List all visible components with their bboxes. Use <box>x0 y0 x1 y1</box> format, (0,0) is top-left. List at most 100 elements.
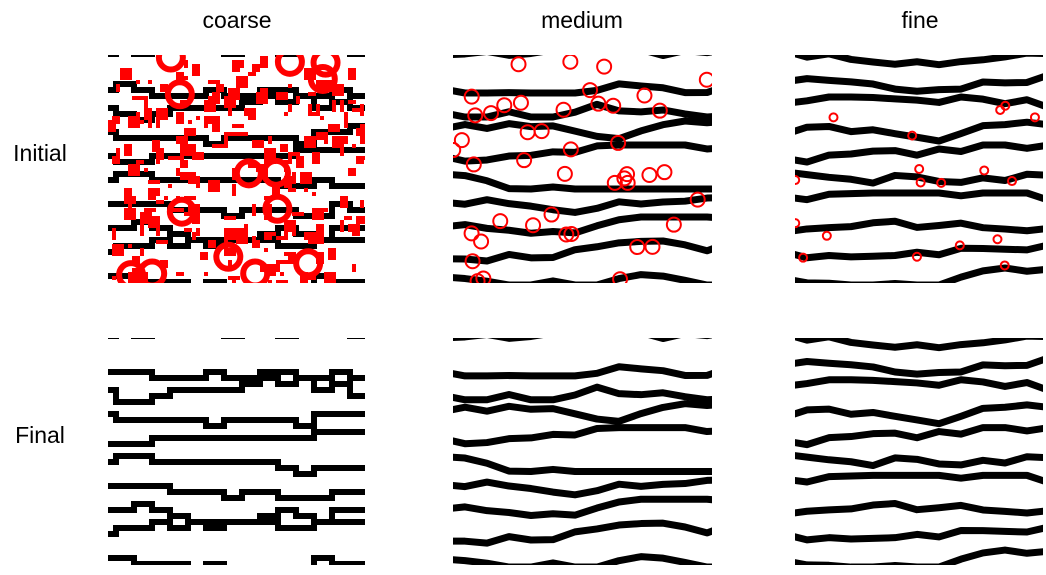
column-label: fine <box>901 7 938 33</box>
minutia-mark <box>280 272 284 276</box>
minutia-mark <box>156 240 168 244</box>
minutia-mark <box>296 156 304 168</box>
minutia-mark <box>256 92 268 104</box>
minutia-mark <box>112 156 120 164</box>
minutia-mark <box>188 120 192 124</box>
minutia-mark <box>204 272 208 276</box>
minutia-mark <box>264 148 276 156</box>
minutia-mark <box>124 196 136 204</box>
minutia-mark <box>228 276 240 280</box>
minutia-mark <box>144 216 148 220</box>
minutia-mark <box>276 236 288 240</box>
minutia-mark <box>284 252 288 256</box>
minutia-mark <box>348 168 356 176</box>
minutia-mark <box>312 152 320 164</box>
minutia-mark <box>176 136 188 144</box>
minutia-mark <box>136 80 140 84</box>
minutia-mark <box>156 148 164 160</box>
minutia-mark <box>232 124 244 128</box>
minutia-mark <box>288 152 300 156</box>
minutia-mark <box>260 88 268 92</box>
minutia-mark <box>284 112 288 116</box>
minutia-mark <box>124 208 136 220</box>
minutia-mark <box>348 68 356 80</box>
minutia-mark <box>292 172 296 184</box>
minutia-mark <box>116 148 120 156</box>
minutia-mark <box>348 100 356 104</box>
minutia-mark <box>232 60 240 72</box>
minutia-mark <box>148 216 156 224</box>
row-label: Final <box>15 422 65 448</box>
minutia-mark <box>264 232 272 240</box>
minutia-mark <box>288 156 292 164</box>
minutia-mark <box>324 136 328 144</box>
minutia-mark <box>316 224 320 228</box>
minutia-mark <box>228 132 240 136</box>
minutia-mark <box>176 168 180 176</box>
minutia-mark <box>288 104 292 112</box>
minutia-mark <box>228 108 232 116</box>
column-label: coarse <box>202 7 271 33</box>
minutia-mark <box>140 224 144 236</box>
minutia-mark <box>356 160 364 164</box>
minutia-mark <box>316 104 320 116</box>
minutia-mark <box>248 108 256 120</box>
minutia-mark <box>276 260 288 264</box>
minutia-mark <box>308 92 316 96</box>
minutia-mark <box>328 124 340 132</box>
minutia-mark <box>164 196 168 200</box>
minutia-mark <box>304 188 308 192</box>
minutia-mark <box>352 144 356 148</box>
minutia-mark <box>308 232 312 244</box>
minutia-mark <box>352 228 356 232</box>
minutia-mark <box>144 96 148 108</box>
minutia-mark <box>236 236 248 244</box>
minutia-mark <box>124 144 132 156</box>
minutia-mark <box>236 228 248 236</box>
minutia-mark <box>276 92 288 100</box>
minutia-mark <box>340 196 348 208</box>
minutia-mark <box>228 88 240 92</box>
minutia-mark <box>184 144 196 156</box>
minutia-mark <box>176 272 184 276</box>
row-label: Initial <box>13 140 67 166</box>
minutia-mark <box>208 240 216 248</box>
figure: coarse medium fine Initial Final <box>0 0 1046 570</box>
minutia-mark <box>344 116 348 128</box>
minutia-mark <box>208 116 220 124</box>
minutia-mark <box>352 264 356 272</box>
minutia-mark <box>188 176 196 184</box>
minutia-mark <box>184 128 196 136</box>
minutia-mark <box>184 228 192 232</box>
minutia-mark <box>128 244 132 248</box>
minutia-mark <box>360 104 364 116</box>
minutia-mark <box>296 96 300 104</box>
minutia-mark <box>208 180 220 192</box>
minutia-mark <box>332 100 336 112</box>
minutia-mark <box>320 116 324 120</box>
minutia-mark <box>308 104 312 112</box>
minutia-mark <box>140 248 144 256</box>
minutia-mark <box>312 208 324 220</box>
minutia-mark <box>208 80 220 84</box>
minutia-mark <box>272 232 276 236</box>
minutia-mark <box>252 204 256 216</box>
minutia-mark <box>192 232 196 240</box>
minutia-mark <box>132 96 144 100</box>
minutia-mark <box>112 228 116 240</box>
minutia-mark <box>232 184 236 196</box>
minutia-mark <box>224 216 236 220</box>
minutia-mark <box>196 176 200 188</box>
minutia-mark <box>184 160 188 168</box>
minutia-mark <box>240 132 248 136</box>
minutia-mark <box>360 200 364 208</box>
minutia-mark <box>328 248 336 260</box>
minutia-mark <box>252 64 260 72</box>
minutia-mark <box>148 180 160 184</box>
minutia-mark <box>112 276 116 280</box>
minutia-mark <box>284 224 288 236</box>
minutia-mark <box>156 108 168 120</box>
minutia-mark <box>144 168 148 172</box>
minutia-mark <box>300 172 312 184</box>
minutia-mark <box>144 116 148 120</box>
